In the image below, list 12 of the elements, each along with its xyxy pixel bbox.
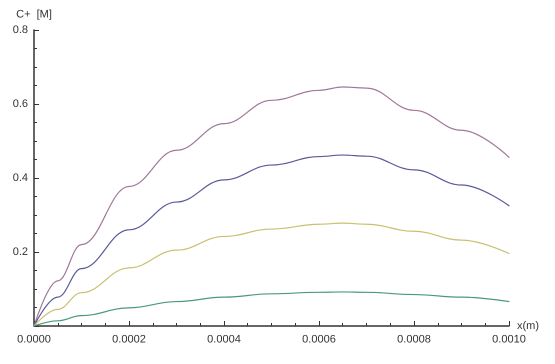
x-tick-label: 0.0010 xyxy=(492,334,526,346)
y-tick-label: 0.2 xyxy=(12,246,28,258)
y-tick-label: 0.6 xyxy=(12,98,28,110)
x-tick-label: 0.0000 xyxy=(17,334,51,346)
x-tick-label: 0.0004 xyxy=(207,334,241,346)
y-axis-title: C+ [M] xyxy=(16,8,52,20)
x-tick-label: 0.0006 xyxy=(302,334,336,346)
x-tick-label: 0.0002 xyxy=(112,334,146,346)
x-tick-label: 0.0008 xyxy=(397,334,431,346)
x-axis-title: x(m) xyxy=(517,320,539,332)
y-tick-label: 0.8 xyxy=(12,24,28,36)
y-tick-label: 0.4 xyxy=(12,172,28,184)
